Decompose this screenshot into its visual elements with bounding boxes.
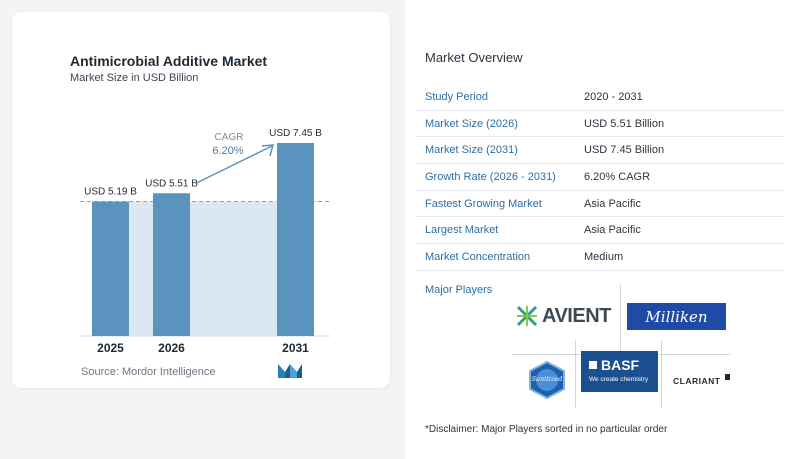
category-label: 2025 xyxy=(97,341,124,355)
data-label: USD 5.19 B xyxy=(84,187,137,198)
cagr-label: CAGR xyxy=(215,132,244,143)
overview-key: Market Size (2031) xyxy=(425,144,518,157)
basf-logo: BASF We create chemistry xyxy=(581,351,658,392)
basf-tagline: We create chemistry xyxy=(589,376,649,383)
overview-row: Largest Market Asia Pacific xyxy=(415,217,785,245)
overview-value: USD 5.51 Billion xyxy=(584,117,665,130)
bar-2025 xyxy=(92,201,129,336)
category-label: 2026 xyxy=(158,341,185,355)
clariant-wordmark: CLARIANT xyxy=(673,376,721,386)
cagr-value: 6.20% xyxy=(212,145,243,157)
logo-divider xyxy=(575,340,576,408)
overview-row: Fastest Growing Market Asia Pacific xyxy=(415,191,785,218)
avient-mark-icon xyxy=(516,305,538,327)
overview-value: Medium xyxy=(584,250,624,263)
overview-row: Market Size (2031) USD 7.45 Billion xyxy=(415,137,785,165)
category-label: 2031 xyxy=(282,341,309,355)
bar-2026 xyxy=(153,193,190,336)
clariant-logo: CLARIANT xyxy=(673,374,731,388)
data-label: USD 5.51 B xyxy=(145,178,198,189)
overview-key: Market Concentration xyxy=(425,250,531,263)
overview-key: Market Size (2026) xyxy=(425,117,518,130)
overview-value: 6.20% CAGR xyxy=(584,170,651,183)
overview-row: Growth Rate (2026 - 2031) 6.20% CAGR xyxy=(415,164,785,191)
bar-chart: USD 5.19 B USD 5.51 B USD 7.45 B 2025 2026 20… xyxy=(80,128,330,355)
basf-wordmark: BASF xyxy=(601,357,640,373)
overview-value: 2020 - 2031 xyxy=(584,90,643,103)
milliken-wordmark: Milliken xyxy=(645,307,708,326)
milliken-logo: Milliken xyxy=(627,303,726,330)
overview-title: Market Overview xyxy=(425,50,523,65)
overview-row: Study Period 2020 - 2031 xyxy=(415,84,785,111)
overview-row: Market Size (2026) USD 5.51 Billion xyxy=(415,111,785,138)
disclaimer-text: *Disclaimer: Major Players sorted in no … xyxy=(425,424,668,435)
overview-value: Asia Pacific xyxy=(584,197,641,210)
overview-key: Largest Market xyxy=(425,224,499,237)
overview-table: Study Period 2020 - 2031 Market Size (2026… xyxy=(415,84,785,271)
chart-title: Antimicrobial Additive Market xyxy=(70,53,268,69)
players-title: Major Players xyxy=(425,284,493,296)
overview-key: Study Period xyxy=(425,90,488,103)
source-text: Source: Mordor Intelligence xyxy=(81,366,216,378)
avient-logo: AVIENT xyxy=(516,302,612,330)
basf-square-icon xyxy=(589,361,597,369)
sanitized-badge-icon xyxy=(529,360,565,400)
logo-divider xyxy=(620,285,621,351)
chart-subtitle: Market Size in USD Billion xyxy=(70,72,199,84)
projection-area xyxy=(129,201,153,336)
overview-key: Growth Rate (2026 - 2031) xyxy=(425,170,556,183)
overview-value: Asia Pacific xyxy=(584,224,641,237)
cagr-arrow xyxy=(195,145,273,184)
logo-divider xyxy=(661,340,662,408)
overview-row: Market Concentration Medium xyxy=(415,244,785,271)
cagr-arrowhead xyxy=(261,144,275,157)
bar-2031 xyxy=(277,143,314,336)
mordor-logo-icon xyxy=(278,364,302,378)
sanitized-wordmark: Sanitized xyxy=(531,375,563,383)
projection-area xyxy=(190,201,277,336)
clariant-mark-icon xyxy=(725,374,730,380)
data-label: USD 7.45 B xyxy=(269,128,322,139)
avient-wordmark: AVIENT xyxy=(542,305,611,327)
overview-value: USD 7.45 Billion xyxy=(584,144,665,157)
sanitized-logo: Sanitized xyxy=(528,360,566,400)
overview-key: Fastest Growing Market xyxy=(425,197,542,210)
